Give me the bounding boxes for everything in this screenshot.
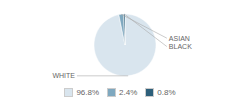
html-text:96.8%: 96.8% — [76, 87, 100, 97]
svg-text:BLACK: BLACK — [169, 43, 192, 50]
svg-text:ASIAN: ASIAN — [169, 35, 190, 42]
html-text:0.8%: 0.8% — [157, 87, 176, 97]
html-text:2.4%: 2.4% — [119, 87, 138, 97]
svg-text:WHITE: WHITE — [52, 72, 75, 79]
